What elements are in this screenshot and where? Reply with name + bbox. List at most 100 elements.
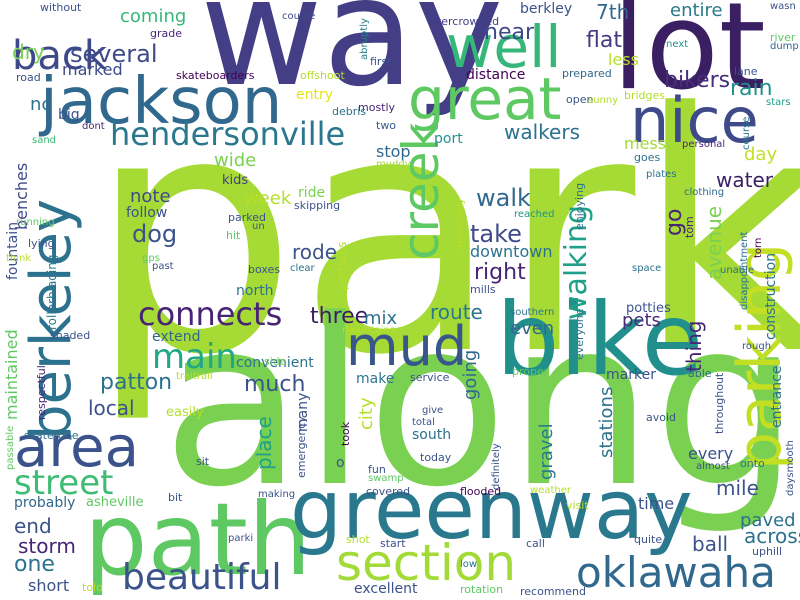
- word-goes: goes: [634, 151, 661, 164]
- word-next: next: [666, 39, 689, 50]
- word-rode: rode: [292, 240, 338, 264]
- word-port: port: [434, 131, 463, 147]
- word-today: today: [420, 451, 452, 464]
- word-less: less: [608, 50, 639, 69]
- word-walkers: walkers: [504, 120, 580, 144]
- word-gps: gps: [142, 253, 160, 264]
- word-way: way: [200, 0, 504, 120]
- word-side: side: [264, 355, 287, 368]
- word-skaterode: skaterode: [24, 429, 79, 442]
- word-clothing: clothing: [684, 187, 725, 198]
- word-along: along: [162, 271, 800, 538]
- word-stations: stations: [596, 386, 617, 458]
- word-start: start: [380, 537, 406, 550]
- word-took: took: [339, 421, 352, 446]
- word-absolutely: absolutely: [455, 198, 466, 250]
- word-7th: 7th: [596, 0, 630, 24]
- word-fountain: fountain: [5, 221, 21, 280]
- word-main: main: [152, 337, 237, 377]
- word-stop: stop: [376, 142, 411, 161]
- word-three: three: [310, 304, 369, 329]
- word-kids: kids: [222, 173, 249, 188]
- word-enjoying: enjoying: [573, 182, 586, 230]
- word-one: one: [14, 552, 55, 577]
- word-daysmooth: daysmooth: [785, 440, 796, 496]
- word-running: running: [16, 217, 55, 228]
- word-ball: ball: [692, 532, 729, 556]
- word-nc: nc: [30, 94, 52, 115]
- word-grade: grade: [150, 27, 182, 40]
- word-wasn: wasn: [770, 1, 796, 12]
- word-time: time: [638, 494, 675, 513]
- word-ride: ride: [298, 185, 326, 201]
- word-muddy: muddy: [376, 159, 411, 170]
- word-entry: entry: [296, 87, 334, 103]
- word-bike: bike: [496, 281, 704, 398]
- word-mud: mud: [346, 315, 468, 378]
- word-avoid: avoid: [646, 411, 677, 424]
- word-rain: rain: [730, 76, 773, 101]
- word-road: road: [16, 71, 41, 84]
- word-told: told: [82, 581, 104, 594]
- word-route: route: [430, 300, 483, 324]
- word-patton: patton: [100, 370, 173, 395]
- word-perhaps: perhaps: [335, 241, 349, 290]
- word-flat: flat: [586, 28, 622, 53]
- word-mills: mills: [470, 283, 496, 296]
- word-easily: easily: [166, 405, 204, 420]
- word-debris: debris: [332, 105, 367, 118]
- word-onto: onto: [740, 457, 765, 470]
- word-emergency: emergency: [295, 416, 308, 478]
- word-several: several: [70, 40, 158, 68]
- word-definitely: definitely: [491, 443, 502, 490]
- word-mess: mess: [624, 134, 667, 153]
- word-week: week: [244, 188, 292, 209]
- word-local: local: [88, 396, 135, 420]
- word-wide: wide: [214, 150, 257, 171]
- word-gravel: gravel: [536, 423, 557, 480]
- word-shaded: shaded: [50, 329, 91, 342]
- word-visit: visit: [566, 499, 589, 512]
- word-mile: mile: [716, 476, 759, 500]
- word-river: river: [770, 31, 796, 44]
- word-dump: dump: [770, 41, 799, 52]
- word-south: south: [412, 427, 452, 443]
- word-take: take: [470, 220, 522, 248]
- word-oklawaha: oklawaha: [576, 548, 776, 597]
- word-rollerblading: rollerblading: [45, 254, 59, 330]
- word-think: think: [6, 253, 32, 264]
- word-sunny: sunny: [588, 95, 619, 106]
- word-abruptly: abruptly: [359, 18, 370, 60]
- word-great: great: [408, 65, 562, 133]
- word-hit: hit: [226, 229, 241, 242]
- word-end: end: [14, 514, 52, 538]
- word-everyone: everyone: [573, 308, 586, 360]
- word-dry: dry: [12, 40, 45, 64]
- word-respectful: respectful: [35, 365, 48, 420]
- word-give: give: [422, 405, 444, 416]
- word-reached: reached: [514, 209, 555, 220]
- word-north: north: [236, 283, 274, 299]
- word-bikers: bikers: [664, 68, 731, 93]
- word-covered: covered: [366, 485, 411, 498]
- word-offshoot: offshoot: [300, 69, 345, 82]
- word-swamp: swamp: [368, 473, 404, 484]
- word-going: going: [460, 349, 481, 400]
- word-well: well: [446, 13, 562, 81]
- word-prepared: prepared: [562, 67, 612, 80]
- word-bit: bit: [168, 491, 183, 504]
- word-entrance: entrance: [769, 365, 785, 429]
- word-probably: probably: [14, 495, 76, 511]
- word-construction: construction: [763, 252, 779, 340]
- word-nice: nice: [630, 84, 759, 157]
- word-park: park: [88, 43, 800, 427]
- word-bridges: bridges: [624, 89, 666, 102]
- word-dont: dont: [82, 121, 105, 132]
- word-downtown: downtown: [470, 242, 553, 261]
- word-two: two: [376, 119, 397, 132]
- word-disappointment: disappointment: [739, 231, 750, 310]
- word-unable: unable: [720, 265, 755, 276]
- word-storm: storm: [18, 534, 76, 558]
- word-path: path: [84, 481, 312, 598]
- word-traitrail: traitrail: [176, 371, 213, 382]
